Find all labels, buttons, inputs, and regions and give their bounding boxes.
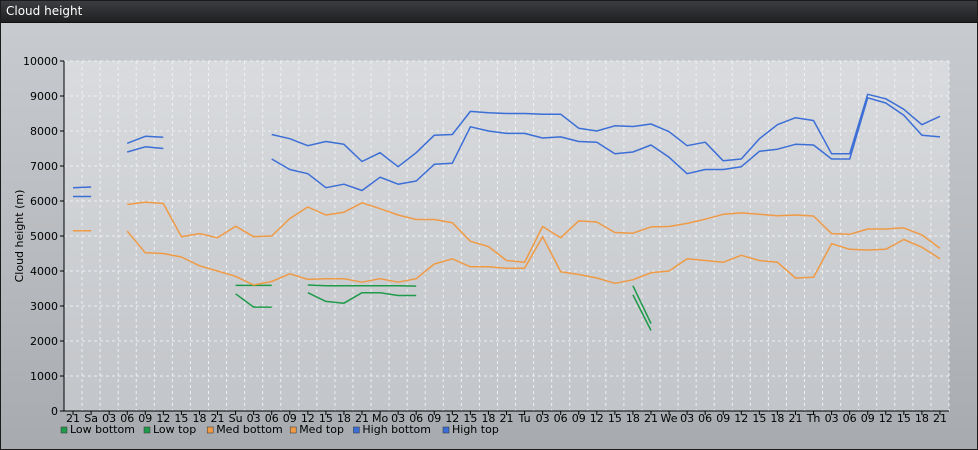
series-line xyxy=(72,186,92,189)
x-tick-label: 03 xyxy=(825,412,839,425)
x-tick-label: 12 xyxy=(879,412,893,425)
x-tick-label: 18 xyxy=(337,412,351,425)
x-tick-label: 12 xyxy=(301,412,315,425)
x-tick-label: 06 xyxy=(843,412,857,425)
series-med-top xyxy=(73,201,941,264)
series-line xyxy=(271,97,941,192)
x-tick-label: Th xyxy=(806,412,821,425)
legend-swatch xyxy=(289,426,297,434)
x-tick-label: 21 xyxy=(644,412,658,425)
y-tick-label: 7000 xyxy=(30,160,58,173)
legend-label: Low top xyxy=(153,423,196,436)
legend-swatch xyxy=(206,426,214,434)
series-low-bottom xyxy=(235,291,652,331)
x-tick-label: 12 xyxy=(590,412,604,425)
legend: Low bottom Low top Med bottom Med top High b… xyxy=(60,423,499,436)
x-tick-label: 06 xyxy=(120,412,134,425)
y-tick-label: 8000 xyxy=(30,125,58,138)
window-title: Cloud height xyxy=(6,4,83,18)
legend-label: High top xyxy=(452,423,499,436)
x-tick-label: 21 xyxy=(211,412,225,425)
x-tick-label: 09 xyxy=(427,412,441,425)
series-line xyxy=(127,201,941,264)
x-tick-label: 03 xyxy=(536,412,550,425)
series-line xyxy=(271,93,941,168)
x-tick-label: 21 xyxy=(66,412,80,425)
x-tick-label: 18 xyxy=(915,412,929,425)
legend-swatch xyxy=(143,426,151,434)
grid xyxy=(63,60,950,412)
cloud-height-chart: 0 1000 2000 3000 4000 5000 6000 7000 8000 9000 100… xyxy=(13,55,950,436)
x-tick-label: 15 xyxy=(463,412,477,425)
x-tick-label: We xyxy=(661,412,678,425)
y-tick-label: 10000 xyxy=(23,55,58,68)
x-tick-label: 21 xyxy=(788,412,802,425)
x-tick-label: 15 xyxy=(319,412,333,425)
y-tick-label: 3000 xyxy=(30,300,58,313)
x-tick-label: 03 xyxy=(391,412,405,425)
legend-swatch xyxy=(353,426,360,434)
legend-label: Med bottom xyxy=(216,423,283,436)
x-tick-label: 18 xyxy=(626,412,640,425)
legend-swatch xyxy=(60,426,68,434)
series-line xyxy=(126,146,164,153)
y-tick-label: 4000 xyxy=(30,265,58,278)
x-tick-label: 15 xyxy=(174,412,188,425)
x-tick-label: 06 xyxy=(409,412,423,425)
x-tick-label: 18 xyxy=(481,412,495,425)
window-titlebar: Cloud height xyxy=(1,1,977,23)
y-tick-label: 5000 xyxy=(30,230,58,243)
x-tick-label: 06 xyxy=(698,412,712,425)
x-tick-label: 15 xyxy=(752,412,766,425)
y-axis-label: Cloud height (m) xyxy=(13,190,26,283)
x-tick-label: 09 xyxy=(716,412,730,425)
x-tick-label: 09 xyxy=(861,412,875,425)
x-tick-label: 03 xyxy=(680,412,694,425)
y-tick-label: 2000 xyxy=(30,335,58,348)
series-line xyxy=(632,285,652,324)
x-tick-label: 03 xyxy=(102,412,116,425)
series-line xyxy=(126,135,164,144)
x-tick-label: 21 xyxy=(355,412,369,425)
legend-label: High bottom xyxy=(362,423,431,436)
x-tick-label: 03 xyxy=(247,412,261,425)
x-tick-label: 12 xyxy=(156,412,170,425)
series-high-top xyxy=(72,93,941,189)
x-tick-label: 09 xyxy=(138,412,152,425)
x-tick-label: 12 xyxy=(734,412,748,425)
y-tick-label: 1000 xyxy=(30,370,58,383)
series-line xyxy=(632,294,652,331)
x-tick-label: 15 xyxy=(608,412,622,425)
x-tick-label: 18 xyxy=(770,412,784,425)
x-tick-label: Tu xyxy=(518,412,531,425)
x-tick-label: 15 xyxy=(897,412,911,425)
x-tick-label: 06 xyxy=(554,412,568,425)
series-line xyxy=(235,293,272,308)
y-tick-label: 0 xyxy=(51,405,58,418)
legend-label: Med top xyxy=(299,423,344,436)
x-tick-label: Sa xyxy=(84,412,98,425)
x-tick-label: 12 xyxy=(445,412,459,425)
series-line xyxy=(307,284,417,287)
x-tick-label: 06 xyxy=(265,412,279,425)
x-tick-label: 21 xyxy=(500,412,514,425)
x-tick-label: 09 xyxy=(283,412,297,425)
y-tick-label: 6000 xyxy=(30,195,58,208)
x-tick-label: 09 xyxy=(572,412,586,425)
series-line xyxy=(126,230,941,286)
legend-swatch xyxy=(442,426,450,434)
x-tick-label: 18 xyxy=(192,412,206,425)
legend-label: Low bottom xyxy=(70,423,135,436)
x-tick-label: Mo xyxy=(372,412,388,425)
y-tick-label: 9000 xyxy=(30,90,58,103)
x-tick-label: Su xyxy=(229,412,243,425)
x-tick-label: 21 xyxy=(933,412,947,425)
series-high-bottom xyxy=(73,97,941,198)
series-line xyxy=(307,291,417,304)
